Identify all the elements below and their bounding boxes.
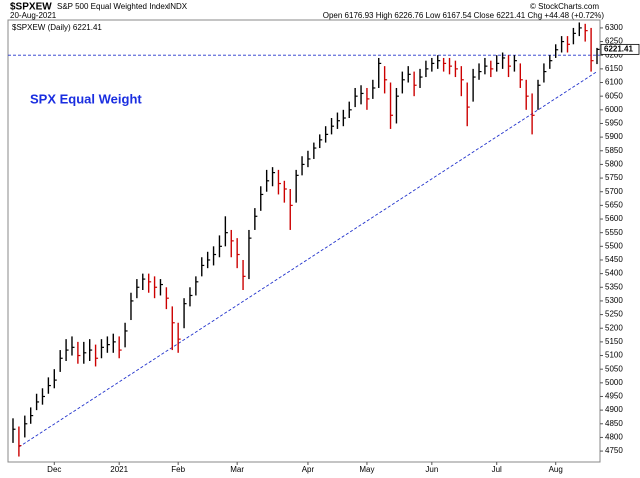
legend-label: $SPXEW (Daily) xyxy=(12,23,71,32)
quote-label: High xyxy=(376,11,392,20)
quote-value: 6221.41 xyxy=(496,11,525,20)
y-tick-label: 5300 xyxy=(605,296,623,305)
quote-label: Open xyxy=(323,11,343,20)
y-tick-label: 6200 xyxy=(605,50,623,59)
y-tick-label: 5000 xyxy=(605,378,623,387)
credit: © StockCharts.com xyxy=(530,2,599,11)
x-tick-label: Dec xyxy=(47,465,61,474)
y-tick-label: 5250 xyxy=(605,310,623,319)
y-tick-label: 5700 xyxy=(605,187,623,196)
legend: $SPXEW (Daily) 6221.41 xyxy=(12,23,102,32)
index-name: S&P 500 Equal Weighted Index xyxy=(57,2,169,11)
y-tick-label: 5900 xyxy=(605,132,623,141)
y-tick-label: 5500 xyxy=(605,241,623,250)
y-tick-label: 6050 xyxy=(605,91,623,100)
x-tick-label: Jul xyxy=(492,465,502,474)
y-tick-label: 5400 xyxy=(605,269,623,278)
x-tick-label: Feb xyxy=(171,465,185,474)
legend-value: 6221.41 xyxy=(73,23,102,32)
y-tick-label: 6150 xyxy=(605,64,623,73)
quote-label: Low xyxy=(426,11,441,20)
quote-value: 6226.76 xyxy=(394,11,423,20)
quote: Open 6176.93 High 6226.76 Low 6167.54 Cl… xyxy=(323,11,605,20)
annotation: SPX Equal Weight xyxy=(30,91,142,106)
y-tick-label: 5550 xyxy=(605,228,623,237)
y-tick-label: 4950 xyxy=(605,392,623,401)
x-tick-label: May xyxy=(359,465,374,474)
y-tick-label: 5800 xyxy=(605,160,623,169)
last-price-label: 6221.41 xyxy=(604,44,633,53)
last-price-box xyxy=(600,43,640,55)
y-tick-label: 5350 xyxy=(605,282,623,291)
y-tick-label: 5200 xyxy=(605,323,623,332)
plot-frame xyxy=(7,19,601,463)
quote-label: Close xyxy=(474,11,495,20)
x-tick-label: Mar xyxy=(230,465,244,474)
x-tick-label: Aug xyxy=(549,465,563,474)
y-tick-label: 5050 xyxy=(605,364,623,373)
x-tick-label: 2021 xyxy=(110,465,128,474)
y-tick-label: 6250 xyxy=(605,37,623,46)
y-tick-label: 6100 xyxy=(605,78,623,87)
y-tick-label: 4900 xyxy=(605,405,623,414)
quote-value: +44.48 (+0.72%) xyxy=(544,11,604,20)
x-tick-label: Jun xyxy=(425,465,438,474)
y-tick-label: 5950 xyxy=(605,119,623,128)
x-tick-label: Apr xyxy=(302,465,315,474)
y-tick-label: 5750 xyxy=(605,173,623,182)
y-tick-label: 4850 xyxy=(605,419,623,428)
quote-value: 6176.93 xyxy=(345,11,374,20)
date: 20-Aug-2021 xyxy=(10,11,57,20)
symbol: $SPXEW xyxy=(10,2,52,13)
y-tick-label: 4750 xyxy=(605,446,623,455)
y-tick-label: 6300 xyxy=(605,23,623,32)
quote-value: 6167.54 xyxy=(442,11,471,20)
exchange: INDX xyxy=(168,2,188,11)
y-tick-label: 5450 xyxy=(605,255,623,264)
y-tick-label: 4800 xyxy=(605,433,623,442)
y-tick-label: 5150 xyxy=(605,337,623,346)
quote-label: Chg xyxy=(527,11,542,20)
y-tick-label: 6000 xyxy=(605,105,623,114)
y-tick-label: 5600 xyxy=(605,214,623,223)
y-tick-label: 5850 xyxy=(605,146,623,155)
y-tick-label: 5100 xyxy=(605,351,623,360)
y-tick-label: 5650 xyxy=(605,200,623,209)
